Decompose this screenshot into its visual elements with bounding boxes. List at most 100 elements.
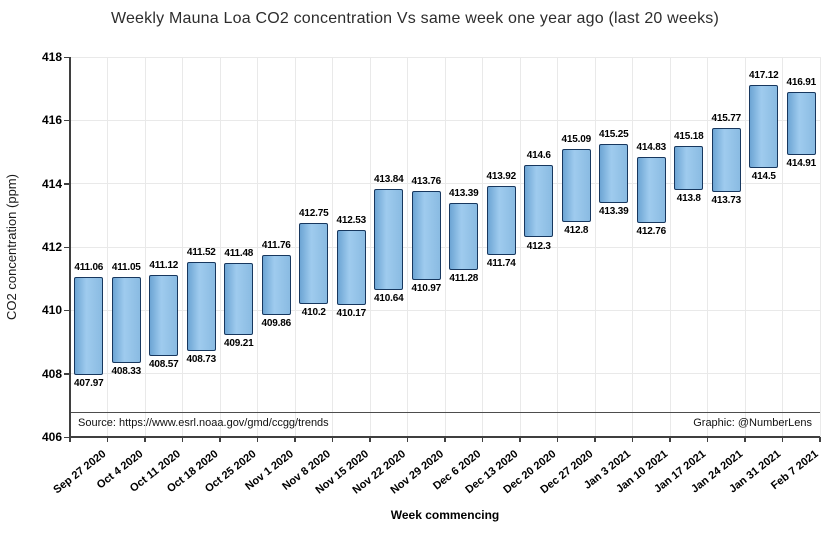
bar-top-value-label: 411.05: [111, 262, 141, 274]
x-tick-mark: [519, 437, 521, 442]
range-bar: [561, 149, 591, 222]
range-bar: [299, 223, 329, 304]
bar-bottom-value-label: 411.28: [449, 272, 479, 284]
y-tick-mark: [64, 183, 70, 185]
bar-bottom-value-label: 408.57: [149, 358, 179, 370]
x-tick-mark: [481, 437, 484, 442]
bar-top-value-label: 413.92: [486, 171, 517, 183]
range-bar: [149, 274, 179, 356]
range-bar: [599, 144, 629, 203]
x-gridline: [594, 57, 596, 437]
x-tick-mark: [181, 437, 184, 442]
x-tick-mark: [594, 437, 596, 442]
y-tick-label: 410: [41, 303, 62, 318]
x-gridline: [407, 57, 408, 437]
bar-bottom-value-label: 412.76: [636, 225, 667, 237]
range-bar: [411, 191, 441, 280]
credit-note: Graphic: @NumberLens: [693, 417, 812, 429]
bar-top-value-label: 417.12: [749, 69, 779, 81]
y-tick-label: 416: [41, 113, 62, 128]
source-note: Source: https://www.esrl.noaa.gov/gmd/cc…: [78, 417, 329, 429]
range-bar: [111, 277, 141, 364]
range-bar: [224, 263, 254, 336]
bar-top-value-label: 413.84: [374, 173, 404, 185]
x-tick-mark: [706, 437, 709, 442]
x-gridline: [369, 57, 371, 437]
bar-top-value-label: 413.76: [411, 176, 442, 188]
x-gridline: [744, 57, 746, 437]
x-tick-mark: [669, 437, 671, 442]
y-axis-line: [69, 57, 71, 438]
y-tick-mark: [64, 246, 70, 248]
bar-bottom-value-label: 409.86: [261, 317, 292, 329]
bar-top-value-label: 415.18: [674, 131, 704, 143]
bar-top-value-label: 413.39: [449, 187, 479, 199]
x-gridline: [182, 57, 183, 437]
x-gridline: [707, 57, 708, 437]
x-gridline: [107, 57, 108, 437]
x-gridline: [632, 57, 633, 437]
x-category-label: Feb 7 2021: [663, 444, 821, 492]
bar-top-value-label: 412.53: [336, 215, 367, 227]
x-tick-mark: [819, 437, 821, 442]
bar-bottom-value-label: 407.97: [74, 377, 104, 389]
x-tick-mark: [106, 437, 109, 442]
range-bar: [186, 262, 216, 351]
x-gridline: [144, 57, 146, 437]
x-gridline: [219, 57, 221, 437]
x-axis-line: [69, 436, 820, 438]
y-tick-label: 408: [41, 366, 62, 381]
x-tick-mark: [219, 437, 221, 442]
x-tick-mark: [631, 437, 634, 442]
bar-top-value-label: 411.06: [74, 261, 104, 273]
range-bar: [524, 164, 554, 238]
x-tick-mark: [331, 437, 334, 442]
x-tick-mark: [744, 437, 746, 442]
range-bar: [261, 254, 291, 315]
bar-top-value-label: 415.25: [599, 129, 629, 141]
bar-bottom-value-label: 409.21: [224, 338, 254, 350]
x-gridline: [294, 57, 296, 437]
bar-top-value-label: 415.77: [711, 112, 742, 124]
x-axis-title: Week commencing: [390, 508, 500, 522]
range-bar: [711, 127, 741, 193]
x-tick-mark: [444, 437, 446, 442]
x-gridline: [669, 57, 671, 437]
y-tick-label: 406: [41, 430, 62, 444]
range-bar: [486, 186, 516, 256]
bar-bottom-value-label: 411.74: [486, 258, 516, 270]
bar-top-value-label: 411.52: [186, 247, 216, 259]
y-tick-label: 412: [41, 240, 62, 254]
y-tick-mark: [64, 436, 70, 438]
y-tick-label: 418: [41, 50, 62, 64]
x-gridline: [444, 57, 446, 437]
y-tick-label: 414: [41, 176, 62, 191]
bar-bottom-value-label: 414.91: [786, 157, 817, 169]
bar-bottom-value-label: 413.39: [599, 205, 629, 217]
x-gridline: [332, 57, 333, 437]
x-gridline: [482, 57, 483, 437]
bar-bottom-value-label: 410.64: [374, 293, 404, 305]
x-tick-mark: [144, 437, 146, 442]
range-bar: [449, 202, 479, 270]
bar-top-value-label: 416.91: [786, 76, 817, 88]
x-tick-mark: [781, 437, 784, 442]
bar-top-value-label: 414.83: [636, 142, 667, 154]
x-tick-mark: [556, 437, 559, 442]
bar-bottom-value-label: 413.8: [676, 193, 701, 204]
bar-bottom-value-label: 410.17: [336, 307, 367, 319]
y-tick-mark: [64, 56, 70, 58]
bar-bottom-value-label: 410.2: [301, 307, 326, 318]
bar-bottom-value-label: 414.5: [751, 170, 776, 182]
x-tick-mark: [294, 437, 296, 442]
chart-title: Weekly Mauna Loa CO2 concentration Vs sa…: [110, 10, 720, 27]
x-gridline: [557, 57, 558, 437]
x-gridline: [519, 57, 521, 437]
bar-bottom-value-label: 413.73: [711, 195, 742, 207]
y-tick-mark: [64, 373, 70, 375]
bar-bottom-value-label: 408.33: [111, 366, 142, 378]
y-tick-mark: [64, 119, 70, 122]
x-tick-mark: [69, 437, 71, 442]
